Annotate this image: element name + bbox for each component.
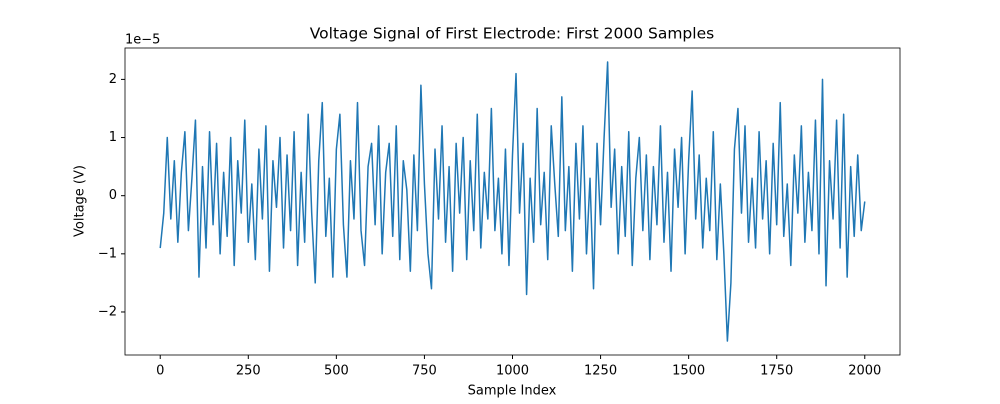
y-tick-label: 0 [109, 188, 117, 203]
chart-title: Voltage Signal of First Electrode: First… [310, 25, 714, 43]
y-tick-label: 2 [109, 72, 117, 87]
x-tick-label: 1750 [760, 364, 793, 379]
y-tick-label: −1 [98, 246, 117, 261]
x-tick-label: 0 [156, 364, 164, 379]
plot-frame [124, 47, 901, 356]
x-tick-label: 750 [412, 364, 437, 379]
x-tick-label: 500 [324, 364, 349, 379]
data-line [159, 61, 866, 342]
x-tick-label: 1000 [496, 364, 529, 379]
x-tick-label: 1250 [584, 364, 617, 379]
x-tick-label: 2000 [848, 364, 881, 379]
x-tick-label: 250 [236, 364, 261, 379]
x-tick-label: 1500 [672, 364, 705, 379]
y-tick-label: 1 [109, 130, 117, 145]
y-offset-label: 1e−5 [125, 33, 160, 48]
x-axis-label: Sample Index [468, 384, 557, 399]
y-axis-label: Voltage (V) [73, 165, 88, 237]
y-tick-label: −2 [98, 304, 117, 319]
